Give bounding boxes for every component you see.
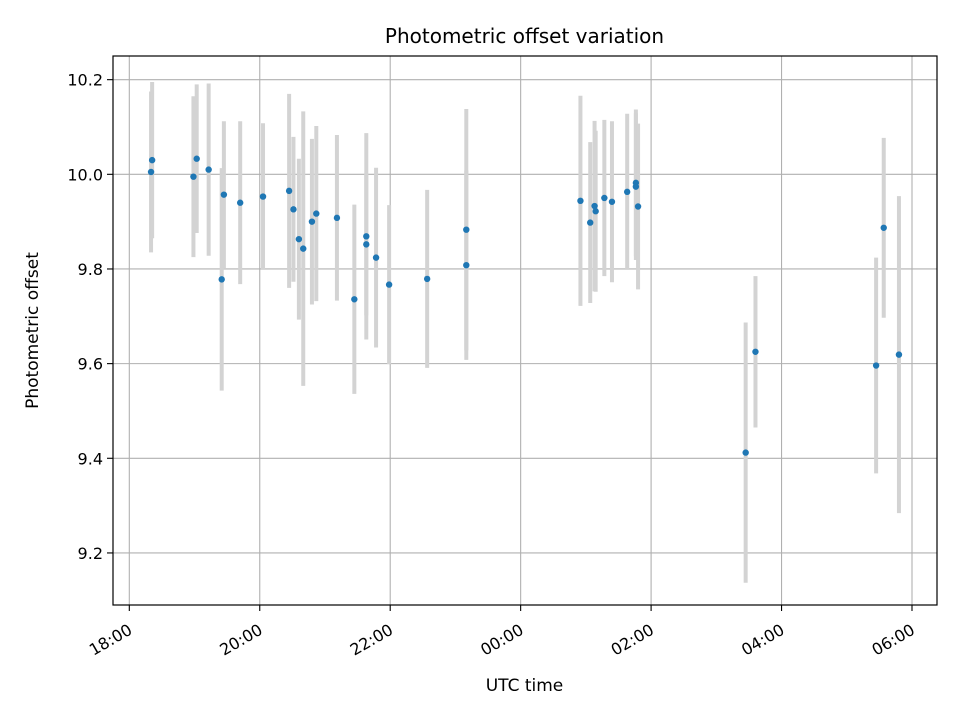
data-point xyxy=(632,183,640,190)
y-axis-label: Photometric offset xyxy=(23,252,43,409)
x-axis-label: UTC time xyxy=(486,676,564,696)
data-point xyxy=(592,208,599,215)
y-tick-label: 10.0 xyxy=(67,165,103,184)
data-point xyxy=(608,198,616,205)
y-tick-label: 10.2 xyxy=(67,71,103,90)
data-point xyxy=(587,219,594,226)
data-point xyxy=(623,188,631,196)
data-point xyxy=(313,210,320,217)
y-axis: 9.2 9.4 9.6 9.8 10.0 10.2 xyxy=(67,71,113,563)
data-point xyxy=(463,226,470,233)
data-point xyxy=(363,241,370,248)
data-point xyxy=(220,191,228,198)
data-point xyxy=(895,351,903,358)
data-point xyxy=(752,348,759,355)
data-point xyxy=(385,281,393,288)
data-point xyxy=(218,276,225,283)
data-point xyxy=(591,202,598,210)
data-point xyxy=(423,275,431,283)
data-point xyxy=(300,245,307,252)
data-point xyxy=(285,187,293,195)
y-tick-label: 9.2 xyxy=(78,544,103,563)
data-point xyxy=(205,166,212,173)
data-point xyxy=(295,235,303,243)
data-point xyxy=(601,194,608,202)
y-tick-label: 9.6 xyxy=(78,355,103,374)
data-point xyxy=(463,261,470,269)
data-point xyxy=(290,206,297,213)
data-point xyxy=(742,449,749,456)
plot-frame xyxy=(112,55,938,606)
data-point xyxy=(351,296,358,303)
data-point xyxy=(259,193,267,200)
data-point xyxy=(577,197,584,205)
data-point xyxy=(190,173,197,180)
data-points xyxy=(147,155,903,456)
y-tick-label: 9.4 xyxy=(78,449,103,468)
y-tick-label: 9.8 xyxy=(78,260,103,279)
data-point xyxy=(308,218,316,225)
data-point xyxy=(236,199,244,206)
chart-title: Photometric offset variation xyxy=(385,24,664,48)
data-point xyxy=(880,224,887,231)
grid xyxy=(113,56,937,605)
data-point xyxy=(333,214,341,222)
data-point xyxy=(634,203,642,210)
data-point xyxy=(363,233,370,240)
data-point xyxy=(148,156,156,164)
data-point xyxy=(872,362,880,369)
data-point xyxy=(372,254,380,261)
data-point xyxy=(193,155,200,162)
data-point xyxy=(147,168,155,176)
